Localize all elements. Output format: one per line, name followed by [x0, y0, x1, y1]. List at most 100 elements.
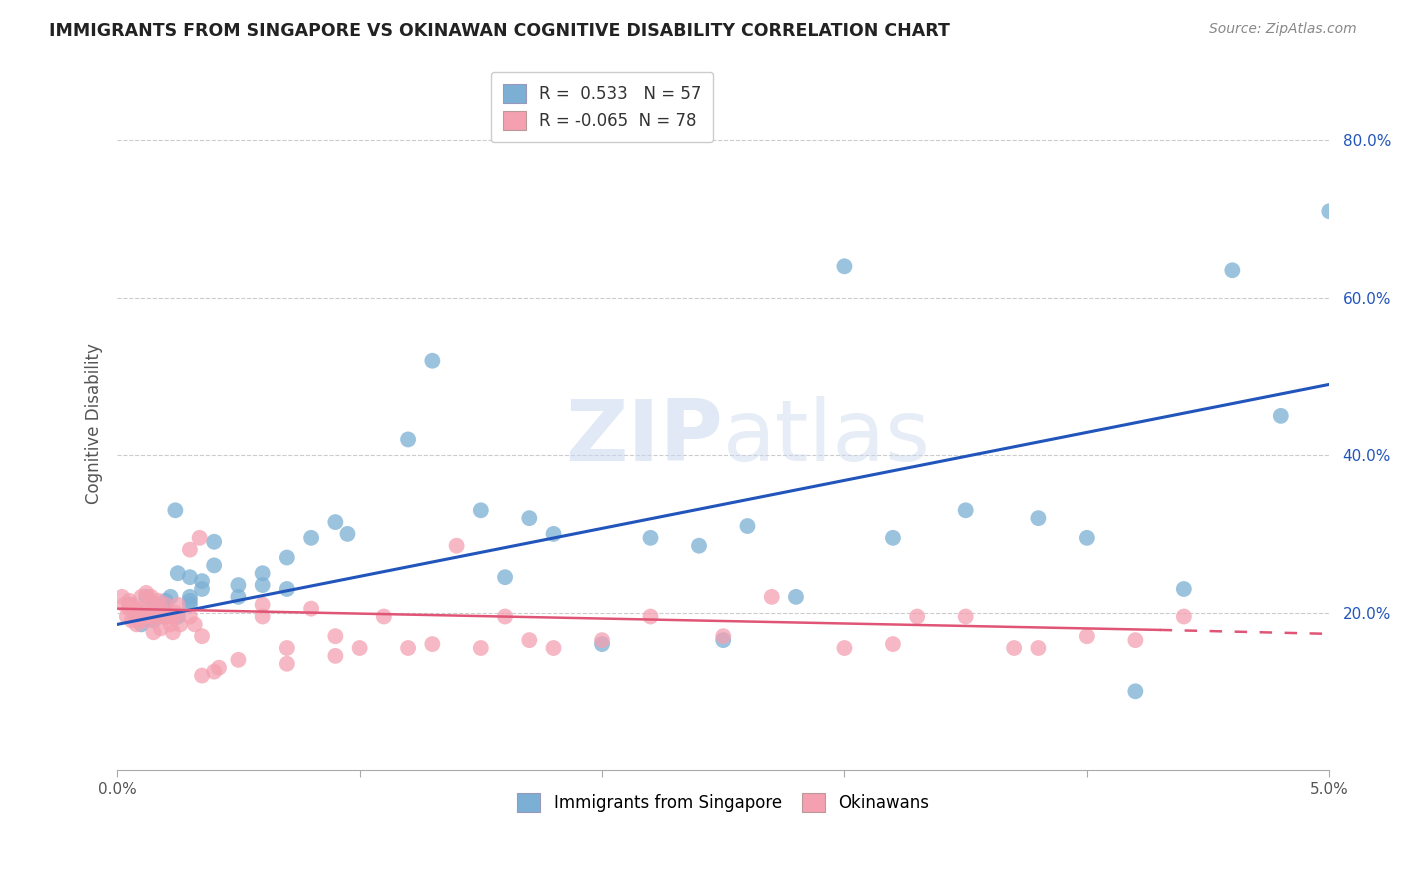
Point [252, 578, 274, 592]
Point [131, 617, 153, 632]
Point [191, 582, 214, 596]
Point [517, 633, 540, 648]
Point [179, 570, 201, 584]
Point [139, 594, 162, 608]
Point [543, 640, 565, 655]
Point [179, 590, 201, 604]
Point [179, 598, 201, 612]
Point [494, 570, 516, 584]
Point [640, 609, 662, 624]
Point [142, 598, 165, 612]
Point [396, 640, 419, 655]
Point [785, 590, 807, 604]
Point [115, 609, 138, 624]
Point [155, 594, 177, 608]
Point [179, 609, 201, 624]
Point [208, 661, 231, 675]
Point [470, 640, 492, 655]
Point [159, 617, 181, 632]
Text: atlas: atlas [723, 396, 931, 479]
Point [711, 633, 734, 648]
Point [184, 617, 207, 632]
Point [118, 598, 141, 612]
Point [162, 625, 184, 640]
Point [111, 590, 134, 604]
Point [155, 606, 177, 620]
Point [125, 617, 148, 632]
Point [145, 606, 167, 620]
Text: ZIP: ZIP [565, 396, 723, 479]
Point [121, 614, 143, 628]
Point [1220, 263, 1243, 277]
Point [1173, 609, 1195, 624]
Point [252, 609, 274, 624]
Point [155, 598, 177, 612]
Point [252, 598, 274, 612]
Point [135, 614, 157, 628]
Point [336, 527, 359, 541]
Point [1317, 204, 1340, 219]
Point [955, 503, 977, 517]
Point [121, 598, 143, 612]
Point [325, 515, 347, 529]
Point [125, 609, 148, 624]
Point [179, 594, 201, 608]
Point [470, 503, 492, 517]
Point [138, 606, 160, 620]
Point [166, 609, 188, 624]
Point [325, 629, 347, 643]
Point [148, 609, 170, 624]
Point [138, 609, 160, 624]
Point [122, 601, 145, 615]
Point [135, 590, 157, 604]
Point [118, 594, 141, 608]
Point [148, 594, 170, 608]
Point [228, 653, 250, 667]
Point [1002, 640, 1025, 655]
Point [834, 260, 856, 274]
Point [591, 637, 613, 651]
Point [494, 609, 516, 624]
Point [191, 574, 214, 588]
Point [737, 519, 759, 533]
Point [169, 617, 191, 632]
Point [128, 614, 150, 628]
Point [155, 609, 177, 624]
Point [138, 609, 160, 624]
Point [131, 606, 153, 620]
Point [1125, 684, 1147, 698]
Point [325, 648, 347, 663]
Point [517, 511, 540, 525]
Point [420, 353, 443, 368]
Point [159, 609, 181, 624]
Point [202, 665, 225, 679]
Point [299, 601, 322, 615]
Point [1028, 640, 1050, 655]
Point [152, 609, 174, 624]
Point [132, 609, 155, 624]
Point [591, 633, 613, 648]
Point [191, 668, 214, 682]
Point [202, 558, 225, 573]
Point [761, 590, 783, 604]
Legend: Immigrants from Singapore, Okinawans: Immigrants from Singapore, Okinawans [505, 781, 941, 824]
Point [1125, 633, 1147, 648]
Point [882, 637, 904, 651]
Point [299, 531, 322, 545]
Point [142, 614, 165, 628]
Point [834, 640, 856, 655]
Point [155, 609, 177, 624]
Point [159, 609, 181, 624]
Point [155, 598, 177, 612]
Point [252, 566, 274, 581]
Point [162, 609, 184, 624]
Point [1173, 582, 1195, 596]
Point [1028, 511, 1050, 525]
Point [148, 606, 170, 620]
Point [166, 566, 188, 581]
Point [1076, 531, 1098, 545]
Point [688, 539, 710, 553]
Point [118, 601, 141, 615]
Point [114, 598, 136, 612]
Point [1076, 629, 1098, 643]
